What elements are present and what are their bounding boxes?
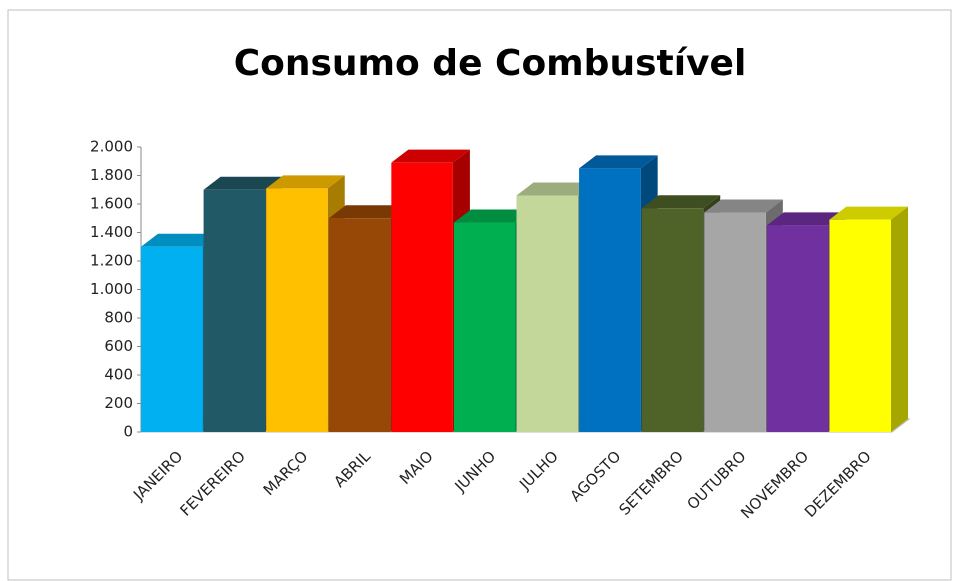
bar-side (891, 206, 908, 432)
bar (203, 189, 266, 432)
bar (516, 195, 579, 432)
y-tick-label: 1.000 (90, 280, 133, 298)
y-tick-label: 800 (104, 309, 133, 327)
bar-top (453, 209, 533, 223)
bar-top (328, 205, 408, 219)
bar-top (391, 149, 470, 163)
bar (641, 208, 704, 432)
bar-top (141, 233, 220, 247)
bar-top (579, 155, 658, 169)
bar (829, 219, 891, 432)
bar (579, 168, 641, 432)
y-tick-label: 400 (104, 366, 133, 384)
bar (391, 162, 453, 433)
bar-top (203, 176, 283, 190)
y-tick-label: 1.400 (90, 223, 133, 241)
y-tick-label: 2.000 (90, 138, 133, 156)
y-tick-label: 200 (104, 394, 133, 412)
y-tick-label: 0 (123, 423, 133, 441)
y-tick-label: 1.800 (90, 166, 133, 184)
y-tick-label: 1.200 (90, 252, 133, 270)
bar (453, 222, 516, 432)
chart-title: Consumo de Combustível (234, 43, 747, 84)
bar-top (641, 195, 721, 209)
bar (141, 246, 203, 432)
bar-top (266, 175, 345, 189)
bar-top (704, 199, 783, 213)
bar (328, 218, 391, 432)
bar (766, 225, 829, 432)
y-tick-label: 1.600 (90, 195, 133, 213)
bar-top (829, 206, 908, 220)
bar (266, 188, 328, 432)
bar-top (516, 182, 596, 196)
bar (704, 212, 766, 432)
bar-top (766, 212, 846, 226)
y-tick-label: 600 (104, 337, 133, 355)
